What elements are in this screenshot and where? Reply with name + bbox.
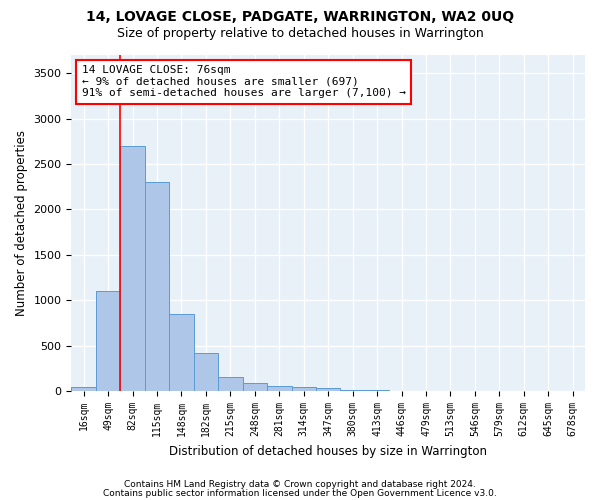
Bar (267, 386, 292, 391)
X-axis label: Distribution of detached houses by size in Warrington: Distribution of detached houses by size … (169, 444, 487, 458)
Bar (365, 390, 389, 391)
Bar (340, 390, 365, 391)
Bar (169, 314, 194, 391)
Bar (145, 182, 169, 391)
Bar (71, 386, 96, 391)
Text: Size of property relative to detached houses in Warrington: Size of property relative to detached ho… (116, 28, 484, 40)
Text: 14, LOVAGE CLOSE, PADGATE, WARRINGTON, WA2 0UQ: 14, LOVAGE CLOSE, PADGATE, WARRINGTON, W… (86, 10, 514, 24)
Bar (292, 386, 316, 391)
Y-axis label: Number of detached properties: Number of detached properties (15, 130, 28, 316)
Text: Contains public sector information licensed under the Open Government Licence v3: Contains public sector information licen… (103, 488, 497, 498)
Bar (316, 388, 340, 391)
Bar (121, 146, 145, 391)
Bar (218, 376, 242, 391)
Bar (96, 291, 121, 391)
Bar (242, 383, 267, 391)
Text: 14 LOVAGE CLOSE: 76sqm
← 9% of detached houses are smaller (697)
91% of semi-det: 14 LOVAGE CLOSE: 76sqm ← 9% of detached … (82, 65, 406, 98)
Text: Contains HM Land Registry data © Crown copyright and database right 2024.: Contains HM Land Registry data © Crown c… (124, 480, 476, 489)
Bar (194, 353, 218, 391)
